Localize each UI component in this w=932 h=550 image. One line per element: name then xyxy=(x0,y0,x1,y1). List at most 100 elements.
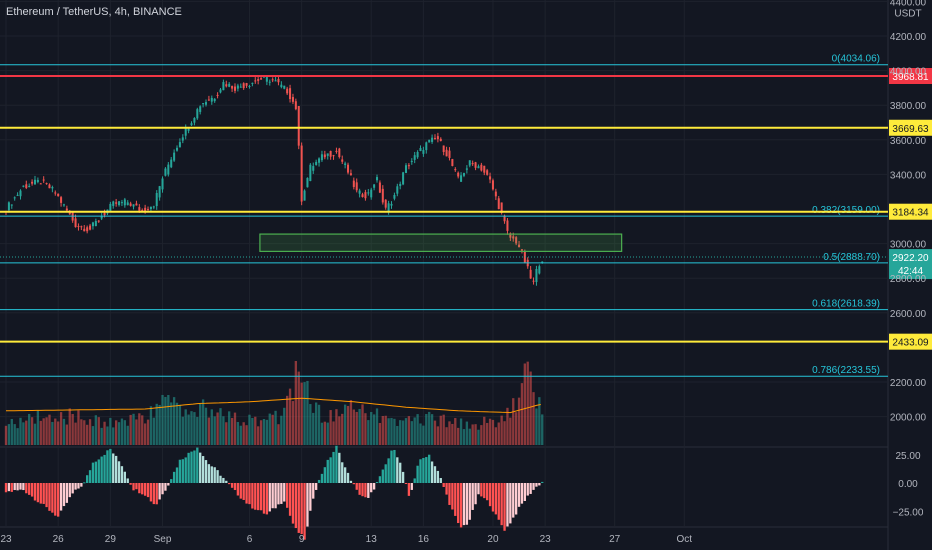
oscillator-bar xyxy=(378,476,382,483)
oscillator-bar xyxy=(10,483,13,492)
candle-body xyxy=(77,226,80,228)
oscillator-bar xyxy=(7,483,11,492)
volume-bar xyxy=(48,414,51,445)
volume-bar xyxy=(448,421,451,445)
price-tick-label: 3400.00 xyxy=(890,170,927,181)
volume-bar xyxy=(474,424,477,445)
candle-body xyxy=(500,202,503,214)
candle-body xyxy=(144,207,147,212)
volume-bar xyxy=(126,425,129,445)
oscillator-bar xyxy=(286,483,289,508)
volume-bar xyxy=(248,414,251,445)
volume-bar xyxy=(199,403,202,445)
candle-body xyxy=(393,195,396,199)
volume-bar xyxy=(413,417,416,445)
volume-bar xyxy=(297,371,300,445)
candle-body xyxy=(349,173,352,176)
oscillator-tick-label: 25.00 xyxy=(895,451,920,462)
candle-body xyxy=(515,237,518,244)
volume-bar xyxy=(459,418,463,445)
volume-bar xyxy=(225,422,228,445)
candle-body xyxy=(381,188,384,203)
oscillator-bar xyxy=(59,483,63,511)
volume-bar xyxy=(378,422,382,445)
candle-body xyxy=(164,168,167,176)
volume-bar xyxy=(410,421,413,445)
candle-body xyxy=(300,145,303,202)
candle-body xyxy=(509,233,512,238)
volume-bar xyxy=(471,424,474,445)
volume-bar xyxy=(338,416,341,445)
candle-body xyxy=(242,83,245,89)
oscillator-bar xyxy=(352,483,355,485)
volume-bar xyxy=(42,418,45,445)
candle-body xyxy=(486,170,489,175)
oscillator-bar xyxy=(77,483,80,489)
volume-bar xyxy=(222,416,225,445)
oscillator-bar xyxy=(216,470,219,483)
volume-bar xyxy=(509,417,512,445)
oscillator-bar xyxy=(332,451,335,483)
volume-bar xyxy=(291,401,295,445)
countdown-label: 42:44 xyxy=(898,266,923,277)
candle-body xyxy=(335,150,338,152)
candle-body xyxy=(42,179,45,181)
candle-body xyxy=(31,181,34,184)
oscillator-bar xyxy=(512,483,515,518)
oscillator-bar xyxy=(80,483,83,487)
volume-bar xyxy=(491,419,495,445)
time-tick-label: 27 xyxy=(609,534,621,545)
oscillator-bar xyxy=(51,483,54,513)
candle-body xyxy=(494,191,497,197)
volume-bar xyxy=(28,413,31,445)
candle-body xyxy=(7,202,10,211)
oscillator-bar xyxy=(187,452,190,483)
candle-body xyxy=(51,187,54,189)
oscillator-bar xyxy=(54,483,57,516)
volume-bar xyxy=(451,423,454,445)
fib-level-label: 0.618(2618.39) xyxy=(812,299,880,310)
volume-bar xyxy=(164,396,167,445)
volume-bar xyxy=(245,425,248,445)
oscillator-bar xyxy=(488,483,492,507)
volume-bar xyxy=(433,420,437,445)
volume-bar xyxy=(149,406,153,445)
price-tick-label: 4400.00 xyxy=(890,0,927,8)
candle-body xyxy=(22,185,25,187)
candle-body xyxy=(431,137,434,142)
oscillator-bar xyxy=(375,481,379,483)
oscillator-bar xyxy=(506,483,509,527)
oscillator-bar xyxy=(164,483,167,491)
oscillator-bar xyxy=(491,483,495,512)
volume-bar xyxy=(62,418,66,445)
oscillator-bar xyxy=(16,483,19,491)
oscillator-bar xyxy=(454,483,457,516)
candle-body xyxy=(219,89,222,93)
candle-body xyxy=(187,128,190,131)
oscillator-bar xyxy=(433,466,437,483)
volume-bar xyxy=(161,394,164,445)
volume-bar xyxy=(251,417,254,445)
oscillator-bar xyxy=(239,483,242,499)
volume-bar xyxy=(132,413,135,445)
volume-bar xyxy=(68,408,71,445)
candle-body xyxy=(344,163,347,165)
candle-body xyxy=(355,182,358,191)
volume-bar xyxy=(416,414,419,445)
candle-body xyxy=(448,150,451,158)
oscillator-bar xyxy=(538,483,541,486)
oscillator-bar xyxy=(28,483,31,495)
oscillator-bar xyxy=(83,482,86,484)
volume-bar xyxy=(367,420,370,445)
currency-label: USDT xyxy=(894,8,921,19)
volume-bar xyxy=(187,414,190,445)
candle-body xyxy=(193,118,196,123)
candle-body xyxy=(303,190,306,201)
volume-bar xyxy=(457,427,460,445)
volume-bar xyxy=(343,404,347,445)
candle-body xyxy=(364,192,367,199)
time-tick-label: 26 xyxy=(53,534,65,545)
volume-bar xyxy=(538,397,541,445)
oscillator-bar xyxy=(213,467,216,483)
